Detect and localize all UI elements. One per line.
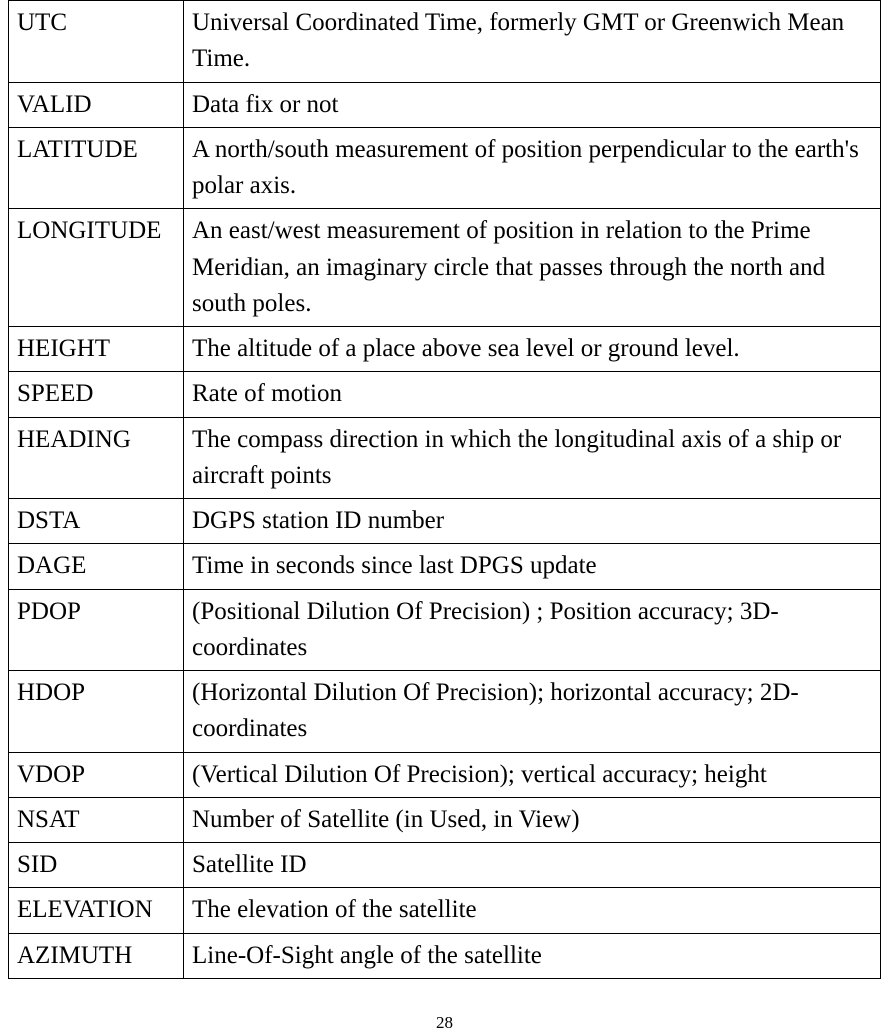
- definition-cell: Line-Of-Sight angle of the satellite: [184, 933, 881, 978]
- term-cell: NSAT: [9, 797, 184, 842]
- term-cell: HEADING: [9, 417, 184, 499]
- definition-cell: Data fix or not: [184, 82, 881, 127]
- definition-cell: (Horizontal Dilution Of Precision); hori…: [184, 671, 881, 753]
- definition-cell: Universal Coordinated Time, formerly GMT…: [184, 1, 881, 83]
- term-cell: VALID: [9, 82, 184, 127]
- definition-cell: Rate of motion: [184, 372, 881, 417]
- definition-cell: Number of Satellite (in Used, in View): [184, 797, 881, 842]
- glossary-table-body: UTCUniversal Coordinated Time, formerly …: [9, 1, 881, 979]
- table-row: DSTADGPS station ID number: [9, 499, 881, 544]
- definition-cell: (Vertical Dilution Of Precision); vertic…: [184, 752, 881, 797]
- table-row: ELEVATIONThe elevation of the satellite: [9, 888, 881, 933]
- term-cell: SPEED: [9, 372, 184, 417]
- definition-cell: A north/south measurement of position pe…: [184, 127, 881, 209]
- table-row: HEIGHTThe altitude of a place above sea …: [9, 327, 881, 372]
- document-page: UTCUniversal Coordinated Time, formerly …: [0, 0, 889, 1033]
- table-row: DAGETime in seconds since last DPGS upda…: [9, 544, 881, 589]
- term-cell: DAGE: [9, 544, 184, 589]
- definition-cell: The elevation of the satellite: [184, 888, 881, 933]
- term-cell: SID: [9, 843, 184, 888]
- definition-cell: The compass direction in which the longi…: [184, 417, 881, 499]
- term-cell: LONGITUDE: [9, 209, 184, 327]
- term-cell: PDOP: [9, 589, 184, 671]
- table-row: AZIMUTHLine-Of-Sight angle of the satell…: [9, 933, 881, 978]
- definition-cell: (Positional Dilution Of Precision) ; Pos…: [184, 589, 881, 671]
- table-row: LONGITUDEAn east/west measurement of pos…: [9, 209, 881, 327]
- term-cell: VDOP: [9, 752, 184, 797]
- table-row: NSATNumber of Satellite (in Used, in Vie…: [9, 797, 881, 842]
- table-row: SIDSatellite ID: [9, 843, 881, 888]
- term-cell: LATITUDE: [9, 127, 184, 209]
- page-number: 28: [8, 1013, 881, 1033]
- term-cell: UTC: [9, 1, 184, 83]
- definition-cell: DGPS station ID number: [184, 499, 881, 544]
- table-row: LATITUDEA north/south measurement of pos…: [9, 127, 881, 209]
- table-row: HDOP(Horizontal Dilution Of Precision); …: [9, 671, 881, 753]
- definition-cell: Time in seconds since last DPGS update: [184, 544, 881, 589]
- definition-cell: Satellite ID: [184, 843, 881, 888]
- table-row: VDOP(Vertical Dilution Of Precision); ve…: [9, 752, 881, 797]
- term-cell: HEIGHT: [9, 327, 184, 372]
- term-cell: HDOP: [9, 671, 184, 753]
- definition-cell: The altitude of a place above sea level …: [184, 327, 881, 372]
- table-row: HEADINGThe compass direction in which th…: [9, 417, 881, 499]
- table-row: SPEEDRate of motion: [9, 372, 881, 417]
- definition-cell: An east/west measurement of position in …: [184, 209, 881, 327]
- term-cell: DSTA: [9, 499, 184, 544]
- glossary-table: UTCUniversal Coordinated Time, formerly …: [8, 0, 881, 979]
- term-cell: ELEVATION: [9, 888, 184, 933]
- table-row: PDOP(Positional Dilution Of Precision) ;…: [9, 589, 881, 671]
- term-cell: AZIMUTH: [9, 933, 184, 978]
- table-row: UTCUniversal Coordinated Time, formerly …: [9, 1, 881, 83]
- table-row: VALIDData fix or not: [9, 82, 881, 127]
